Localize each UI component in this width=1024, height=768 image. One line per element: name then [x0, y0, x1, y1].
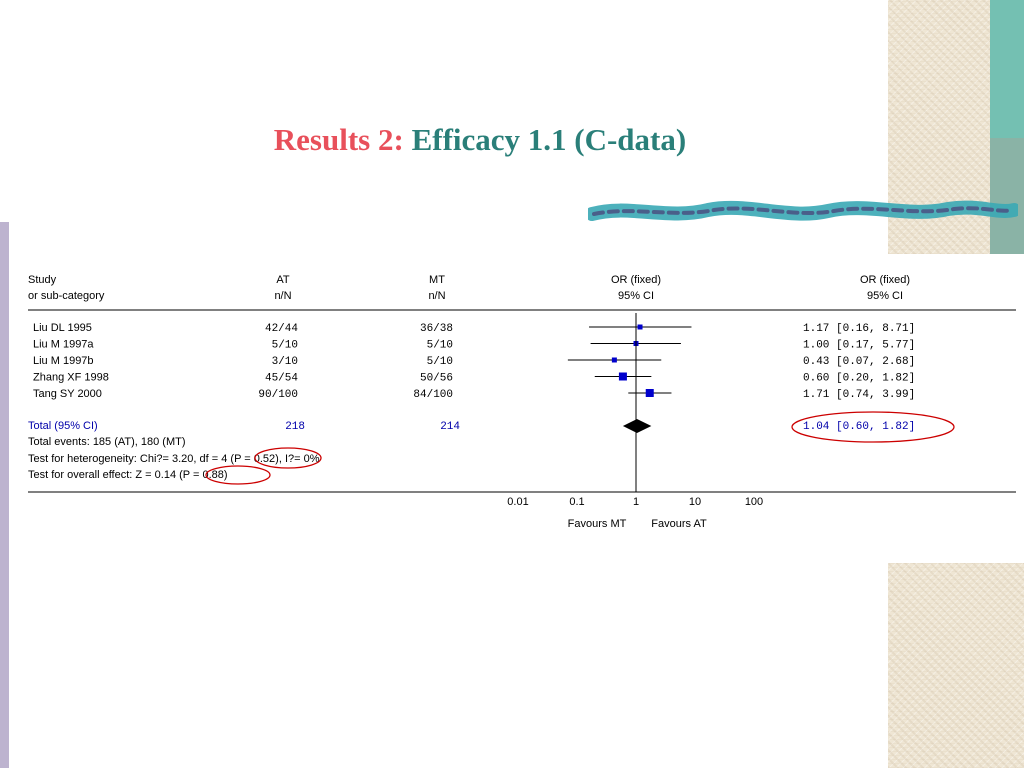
study-point-marker: [637, 324, 643, 330]
header-plot: OR (fixed): [611, 274, 661, 286]
x-tick-label: 0.1: [569, 496, 584, 508]
study-effect-label: 0.43 [0.07, 2.68]: [803, 356, 915, 368]
teal-strip-bottom: [990, 138, 1024, 254]
study-point-marker: [618, 372, 627, 381]
parchment-panel-bottom: [888, 563, 1024, 768]
study-name: Liu M 1997b: [33, 355, 94, 367]
header-subcategory: or sub-category: [28, 290, 105, 302]
title-results: Results 2:: [273, 122, 404, 157]
title-efficacy: Efficacy 1.1 (C-data): [411, 122, 687, 157]
study-effect-label: 1.00 [0.17, 5.77]: [803, 340, 915, 352]
x-tick-label: 100: [745, 496, 763, 508]
study-effect-label: 1.17 [0.16, 8.71]: [803, 323, 915, 335]
study-at: 45/54: [265, 373, 298, 385]
header-at-sub: n/N: [274, 290, 291, 302]
study-at: 3/10: [272, 356, 298, 368]
header-plot-sub: 95% CI: [618, 290, 654, 302]
favours-right: Favours AT: [651, 518, 707, 530]
total-diamond: [622, 419, 652, 433]
study-mt: 5/10: [427, 356, 453, 368]
study-at: 90/100: [258, 389, 298, 401]
total-at: 218: [285, 421, 305, 433]
study-effect-label: 0.60 [0.20, 1.82]: [803, 373, 915, 385]
brush-stroke-decoration: [588, 200, 1018, 221]
overall-effect-test: Test for overall effect: Z = 0.14 (P = 0…: [28, 469, 228, 481]
heterogeneity-test: Test for heterogeneity: Chi?= 3.20, df =…: [28, 453, 320, 465]
study-at: 5/10: [272, 340, 298, 352]
study-at: 42/44: [265, 323, 298, 335]
header-effect: OR (fixed): [860, 274, 910, 286]
overall-p-highlight: [205, 465, 271, 485]
total-mt: 214: [440, 421, 460, 433]
study-name: Tang SY 2000: [33, 388, 102, 400]
overall-p-value: (P = 0.88): [179, 469, 227, 481]
study-point-marker: [645, 389, 654, 397]
study-mt: 36/38: [420, 323, 453, 335]
study-name: Liu M 1997a: [33, 339, 94, 351]
het-pre: Test for heterogeneity: Chi?= 3.20, df =…: [28, 453, 230, 465]
x-tick-label: 1: [633, 496, 639, 508]
total-events: Total events: 185 (AT), 180 (MT): [28, 436, 186, 448]
overall-pre: Test for overall effect: Z = 0.14: [28, 469, 179, 481]
het-post: , I?= 0%: [279, 453, 320, 465]
teal-strip-top: [990, 0, 1024, 138]
total-label: Total (95% CI): [28, 420, 98, 432]
x-tick-label: 10: [689, 496, 701, 508]
het-p-highlight: [254, 447, 322, 469]
header-effect-sub: 95% CI: [867, 290, 903, 302]
header-mt-sub: n/N: [428, 290, 445, 302]
study-effect-label: 1.71 [0.74, 3.99]: [803, 389, 915, 401]
header-mt: MT: [429, 274, 445, 286]
header-study: Study: [28, 274, 57, 286]
total-effect-label: 1.04 [0.60, 1.82]: [803, 421, 915, 433]
x-axis-ticks: 0.01 0.1 1 10 100: [507, 496, 763, 508]
header-at: AT: [276, 274, 290, 286]
left-accent-bar: [0, 222, 9, 768]
total-effect-highlight: [791, 411, 955, 443]
study-point-marker: [611, 357, 617, 363]
study-mt: 50/56: [420, 373, 453, 385]
study-name: Liu DL 1995: [33, 322, 92, 334]
slide-title: Results 2: Efficacy 1.1 (C-data): [0, 122, 960, 158]
study-name: Zhang XF 1998: [33, 372, 109, 384]
favours-left: Favours MT: [568, 518, 627, 530]
study-mt: 84/100: [413, 389, 453, 401]
x-tick-label: 0.01: [507, 496, 528, 508]
study-mt: 5/10: [427, 340, 453, 352]
study-rows: Liu DL 1995 42/44 36/38 1.17 [0.16, 8.71] Li…: [33, 322, 915, 401]
